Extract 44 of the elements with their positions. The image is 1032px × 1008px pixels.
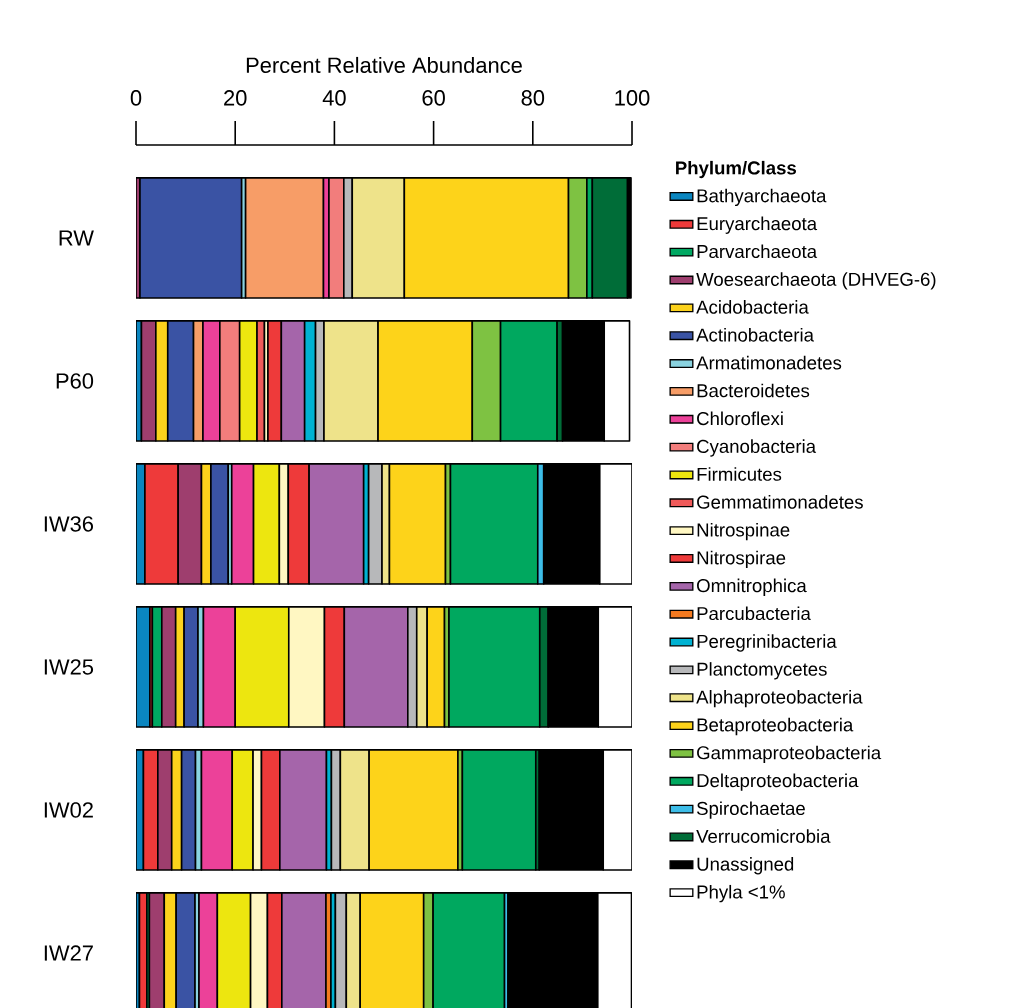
x-tick-label: 60 [422, 90, 445, 106]
legend-title: Phylum/Class [676, 160, 796, 179]
y-tick-label: RW [59, 230, 94, 246]
legend-label: Betaproteobacteria [697, 717, 854, 736]
x-tick-label: 100 [615, 90, 650, 106]
legend-label: Cyanobacteria [697, 439, 817, 457]
legend-label: Parvarchaeota [697, 244, 818, 259]
legend-label: Planctomycetes [697, 662, 827, 680]
legend-label: Parcubacteria [697, 606, 811, 621]
legend-label: Acidobacteria [696, 300, 809, 314]
y-tick-label: IW36 [44, 516, 94, 532]
bar [449, 463, 539, 585]
bar [244, 177, 325, 299]
legend-label: Euryarchaeota [697, 216, 818, 234]
x-axis-title: Percent Relative Abundance [246, 56, 522, 73]
x-tick-label: 40 [322, 90, 346, 106]
x-tick-label: 0 [130, 90, 142, 106]
bar [461, 749, 537, 871]
y-tick-label: IW02 [44, 802, 93, 818]
legend-label: Firmicutes [697, 467, 782, 481]
legend-label: Nitrospinae [697, 522, 790, 541]
legend-label: Gemmatimonadetes [697, 495, 863, 509]
x-tick-label: 80 [521, 90, 545, 106]
legend-label: Phyla <1% [697, 884, 785, 903]
legend-label: Omnitrophica [697, 578, 807, 596]
y-tick-label: IW27 [44, 945, 93, 961]
legend-label: Spirochaetae [696, 801, 805, 819]
legend-label: Actinobacteria [696, 327, 814, 342]
legend-label: Armatimonadetes [696, 355, 842, 370]
legend-label: Verrucomicrobia [696, 829, 831, 843]
legend-label: Nitrospirae [697, 550, 786, 569]
legend-label: Woesearchaeota (DHVEG-6) [696, 272, 936, 290]
legend-label: Unassigned [697, 857, 794, 875]
legend-label: Peregrinibacteria [697, 634, 837, 652]
legend-label: Gammaproteobacteria [697, 745, 882, 764]
legend-label: Deltaproteobacteria [697, 773, 859, 791]
x-tick-label: 20 [224, 90, 247, 106]
legend-label: Bathyarchaeota [697, 188, 827, 207]
bar [139, 177, 243, 299]
legend-label: Bacteroidetes [697, 383, 810, 398]
legend-label: Alphaproteobacteria [696, 689, 863, 708]
y-tick-label: IW25 [44, 659, 94, 675]
y-tick-label: P60 [56, 373, 94, 389]
legend-label: Chloroflexi [697, 411, 783, 426]
